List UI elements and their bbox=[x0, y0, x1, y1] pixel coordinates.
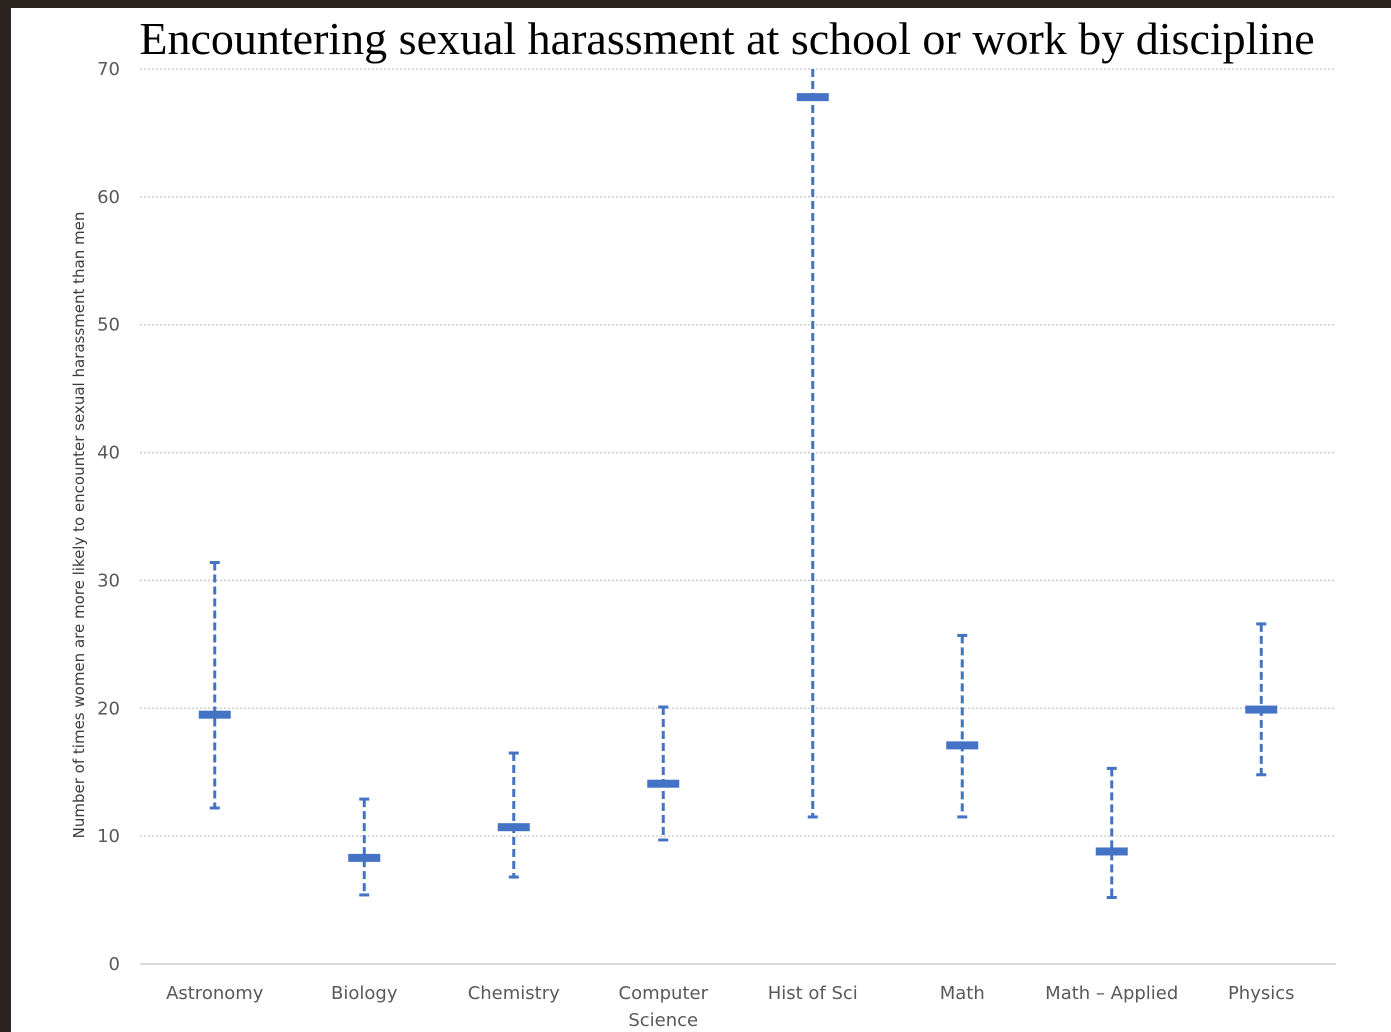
error-bar-point bbox=[1245, 622, 1278, 777]
error-bar-point bbox=[198, 561, 231, 810]
y-tick-label: 30 bbox=[97, 570, 120, 591]
error-bar-point bbox=[796, 69, 829, 819]
error-bar-point bbox=[1095, 766, 1128, 900]
error-bar-point bbox=[647, 705, 680, 842]
data-point-marker bbox=[1095, 847, 1128, 856]
x-tick-label: Physics bbox=[1228, 983, 1295, 1004]
chart-canvas: Encountering sexual harassment at school… bbox=[70, 13, 1336, 1031]
error-bar-point bbox=[946, 633, 979, 819]
x-tick-label: Astronomy bbox=[166, 983, 264, 1004]
data-point-marker bbox=[198, 710, 231, 719]
data-point-marker bbox=[497, 823, 530, 832]
x-tick-labels: Astronomy Biology Chemistry Computer Science… bbox=[166, 983, 1294, 1031]
data-point-marker bbox=[348, 853, 381, 862]
x-tick-label: Math – Applied bbox=[1045, 983, 1178, 1004]
data-point-marker bbox=[946, 741, 979, 750]
y-tick-labels: 0 10 20 30 40 50 60 70 bbox=[97, 59, 120, 975]
chart-frame: Encountering sexual harassment at school… bbox=[11, 8, 1391, 1032]
y-tick-label: 50 bbox=[97, 315, 120, 336]
error-bar-series bbox=[198, 69, 1278, 900]
data-point-marker bbox=[1245, 705, 1278, 714]
gridlines bbox=[140, 68, 1336, 837]
y-axis-label: Number of times women are more likely to… bbox=[70, 212, 88, 839]
y-tick-label: 60 bbox=[97, 187, 120, 208]
x-tick-label: Computer Science bbox=[619, 983, 709, 1031]
error-bar-point bbox=[348, 797, 381, 897]
x-tick-label: Biology bbox=[331, 983, 398, 1004]
y-tick-label: 40 bbox=[97, 443, 120, 464]
y-tick-label: 10 bbox=[97, 826, 120, 847]
data-point-marker bbox=[796, 93, 829, 102]
data-point-marker bbox=[647, 779, 680, 788]
error-bar-point bbox=[497, 751, 530, 879]
x-tick-label: Hist of Sci bbox=[768, 983, 858, 1004]
y-tick-label: 0 bbox=[109, 954, 120, 975]
y-tick-label: 20 bbox=[97, 698, 120, 719]
x-tick-label: Math bbox=[940, 983, 985, 1004]
y-tick-label: 70 bbox=[97, 59, 120, 80]
x-tick-label: Chemistry bbox=[468, 983, 560, 1004]
chart-title: Encountering sexual harassment at school… bbox=[139, 13, 1314, 64]
